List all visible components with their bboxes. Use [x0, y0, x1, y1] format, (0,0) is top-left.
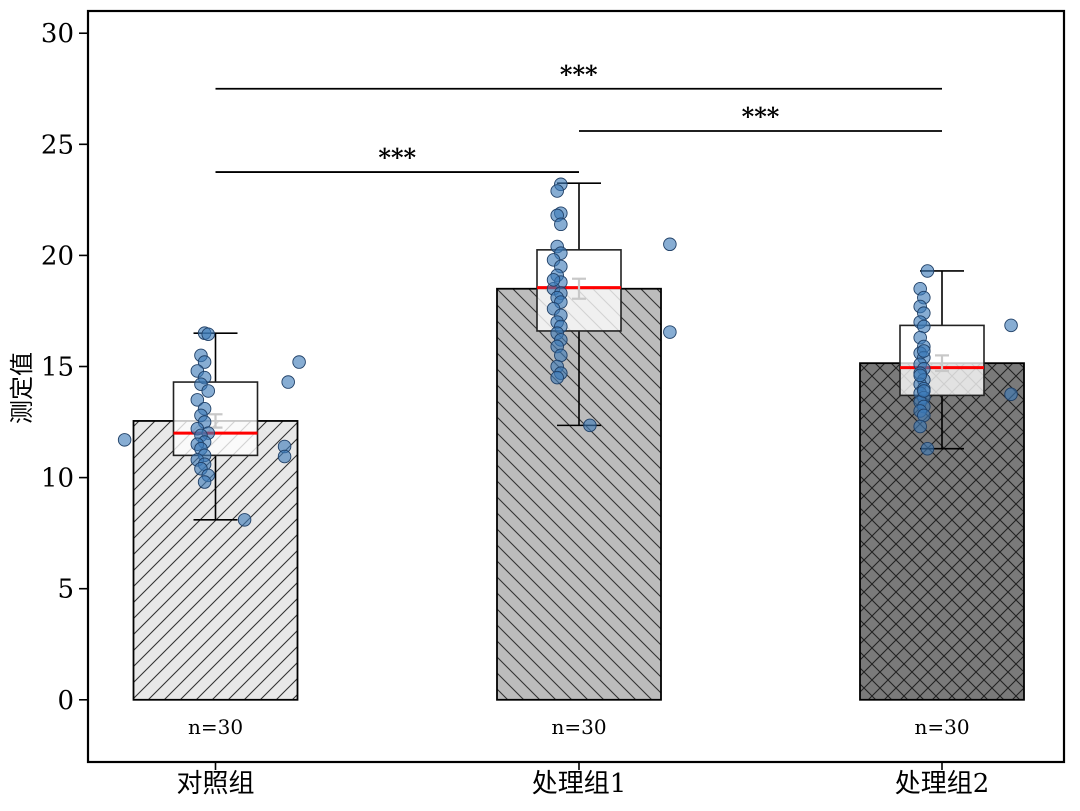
x-tick-label: 对照组 [176, 769, 254, 799]
data-point [237, 513, 252, 527]
data-point [1004, 387, 1018, 402]
points-layer [117, 177, 1018, 527]
y-tick-label: 10 [41, 464, 74, 494]
data-point [1004, 318, 1018, 333]
data-point [917, 384, 931, 398]
y-tick-label: 20 [41, 241, 74, 271]
data-point [550, 184, 564, 198]
data-point [913, 368, 927, 383]
data-point [281, 375, 295, 389]
data-point [917, 344, 931, 358]
data-point [201, 384, 215, 398]
data-point [920, 441, 935, 456]
data-point [117, 433, 132, 447]
data-point [277, 449, 292, 464]
data-point [663, 237, 677, 252]
significance-label: *** [560, 60, 598, 89]
data-point [197, 475, 212, 489]
y-tick-label: 25 [41, 130, 74, 160]
data-point [663, 325, 677, 339]
data-point [546, 273, 561, 287]
y-tick-label: 5 [57, 575, 74, 605]
data-point [913, 419, 927, 434]
significance-label: *** [742, 102, 780, 131]
x-tick-label: 处理组2 [895, 769, 990, 799]
data-point [292, 355, 306, 369]
data-point [554, 217, 568, 232]
n-label: n=30 [188, 715, 243, 739]
data-point [201, 327, 215, 342]
data-point [920, 264, 935, 278]
y-tick-label: 15 [41, 353, 74, 383]
x-tick-label: 处理组1 [532, 769, 627, 799]
significance-label: *** [378, 143, 416, 172]
n-label: n=30 [914, 715, 969, 739]
y-tick-label: 0 [57, 686, 74, 716]
plot-frame [86, 9, 1066, 764]
data-point [190, 393, 205, 407]
data-point [583, 418, 597, 433]
axis-layer: 0 5 10 15 20 25 30 对照组 n=30 处理组1 n=30 处理组2 n=30 [41, 19, 989, 799]
data-point [197, 355, 212, 369]
y-axis-label: 测定值 [8, 352, 36, 424]
significance-layer: *** *** *** [215, 60, 942, 173]
data-point [550, 370, 564, 385]
n-label: n=30 [551, 715, 606, 739]
y-tick-label: 30 [41, 19, 74, 49]
